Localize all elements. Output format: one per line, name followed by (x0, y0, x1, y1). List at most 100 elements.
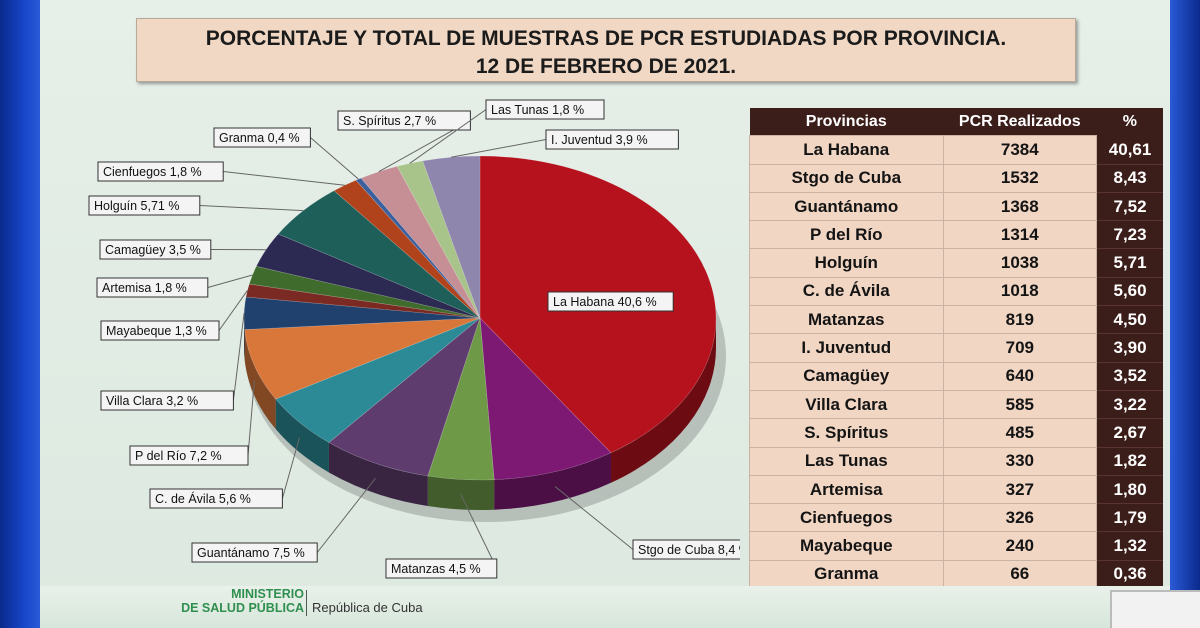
pie-label: Granma 0,4 % (213, 127, 359, 180)
cell-pcr: 485 (942, 418, 1098, 448)
leader-line (223, 171, 345, 186)
table-row: Las Tunas 330 1,82 (749, 446, 1163, 476)
cell-province: S. Spíritus (749, 418, 944, 448)
cell-pcr: 326 (942, 503, 1098, 533)
label-box (88, 195, 201, 216)
pie-slice (328, 317, 481, 477)
leader-line (218, 290, 248, 331)
cell-pcr: 1368 (942, 191, 1098, 222)
cell-pcr: 327 (942, 474, 1098, 505)
pie-slice (244, 317, 481, 400)
table-header-row: Provincias PCR Realizados % (749, 108, 1163, 136)
title-box: PORCENTAJE Y TOTAL DE MUESTRAS DE PCR ES… (136, 18, 1076, 82)
pie-label: Villa Clara 3,2 % (100, 313, 245, 411)
cell-pcr: 66 (942, 559, 1098, 590)
label-box (149, 488, 283, 509)
data-label: Villa Clara 3,2 % (106, 394, 198, 408)
pie-label: I. Juventud 3,9 % (451, 129, 679, 158)
country-label: República de Cuba (312, 600, 423, 615)
pie-slice (255, 233, 481, 319)
cell-pcr: 240 (942, 531, 1098, 561)
leader-line (281, 437, 300, 499)
data-label: Granma 0,4 % (219, 131, 300, 145)
data-label: La Habana 40,6 % (553, 295, 657, 309)
data-table: Provincias PCR Realizados % La Habana 738… (749, 108, 1163, 617)
left-backdrop (0, 0, 40, 628)
pie-label: Mayabeque 1,3 % (100, 290, 248, 341)
pie-label: Matanzas 4,5 % (385, 494, 498, 579)
cell-province: Granma (749, 559, 944, 590)
pie-label: S. Spíritus 2,7 % (337, 110, 471, 173)
leader-line (199, 205, 304, 212)
table-row: S. Spíritus 485 2,67 (749, 418, 1163, 448)
cell-province: Matanzas (749, 305, 944, 335)
label-box (96, 277, 209, 298)
pie-label: Las Tunas 1,8 % (409, 99, 605, 164)
label-box (100, 390, 234, 411)
cell-pcr: 330 (942, 446, 1098, 476)
cell-province: Las Tunas (749, 446, 944, 476)
cell-province: Stgo de Cuba (749, 163, 944, 193)
cell-province: Artemisa (749, 474, 944, 505)
footer (40, 586, 1170, 628)
table-row: La Habana 7384 40,61 (749, 135, 1163, 165)
cell-percent: 1,82 (1096, 447, 1163, 476)
pie-slice-side-1 (494, 452, 611, 510)
label-box (485, 99, 605, 120)
header-percent: % (1096, 108, 1163, 136)
table-row: Cienfuegos 326 1,79 (749, 503, 1163, 533)
pie-label: C. de Ávila 5,6 % (149, 437, 300, 509)
data-label: S. Spíritus 2,7 % (343, 114, 436, 128)
cell-percent: 7,23 (1096, 220, 1163, 250)
leader-line (316, 477, 376, 553)
pie-label: Cienfuegos 1,8 % (97, 161, 345, 186)
cell-percent: 3,52 (1096, 362, 1163, 391)
cell-pcr: 1314 (942, 220, 1098, 250)
cell-percent: 1,32 (1096, 531, 1163, 561)
table-row: Matanzas 819 4,50 (749, 305, 1163, 335)
cell-province: C. de Ávila (749, 276, 944, 307)
leader-line (451, 139, 547, 158)
header-pcr: PCR Realizados (943, 108, 1097, 136)
pie-label: Camagüey 3,5 % (99, 239, 266, 260)
data-label: Stgo de Cuba 8,4 % (638, 543, 740, 557)
cell-province: Camagüey (749, 361, 944, 391)
slide: PORCENTAJE Y TOTAL DE MUESTRAS DE PCR ES… (40, 0, 1170, 628)
pie-slice-side-0 (610, 318, 716, 483)
cell-province: Villa Clara (749, 389, 944, 420)
data-label: Guantánamo 7,5 % (197, 546, 305, 560)
leader-line (554, 486, 634, 550)
label-box (385, 558, 498, 579)
label-box (97, 161, 224, 182)
label-box (100, 320, 220, 341)
cell-pcr: 585 (942, 389, 1098, 420)
table-row: Mayabeque 240 1,32 (749, 531, 1163, 561)
overlay-corner (1110, 590, 1200, 628)
chart-subtitle: 12 DE FEBRERO DE 2021. (475, 55, 737, 78)
label-box (129, 445, 249, 466)
data-label: Mayabeque 1,3 % (106, 324, 207, 338)
pie-slice (422, 155, 481, 319)
pie-label: Stgo de Cuba 8,4 % (554, 486, 740, 560)
table-row: Artemisa 327 1,80 (749, 474, 1163, 505)
cell-percent: 1,79 (1096, 503, 1163, 533)
leader-line (310, 137, 359, 180)
cell-province: I. Juventud (749, 333, 944, 363)
cell-percent: 4,50 (1096, 305, 1163, 335)
cell-pcr: 709 (942, 333, 1098, 363)
cell-province: Holguín (749, 248, 944, 278)
data-label: Holguín 5,71 % (94, 199, 179, 213)
cell-province: Guantánamo (749, 191, 944, 222)
cell-percent: 1,80 (1096, 475, 1163, 505)
cell-province: Cienfuegos (749, 503, 944, 533)
pie-slice-side-6 (244, 318, 245, 360)
data-label: C. de Ávila 5,6 % (155, 491, 251, 506)
pie-slice-side-5 (244, 329, 276, 430)
table-row: Stgo de Cuba 1532 8,43 (749, 163, 1163, 193)
cell-pcr: 7384 (942, 135, 1098, 165)
data-label: Camagüey 3,5 % (105, 243, 201, 257)
pie-slice (479, 317, 612, 481)
pie-slice-side-3 (328, 442, 428, 506)
chart-title: PORCENTAJE Y TOTAL DE MUESTRAS DE PCR ES… (205, 27, 1007, 50)
data-label: I. Juventud 3,9 % (551, 133, 648, 147)
